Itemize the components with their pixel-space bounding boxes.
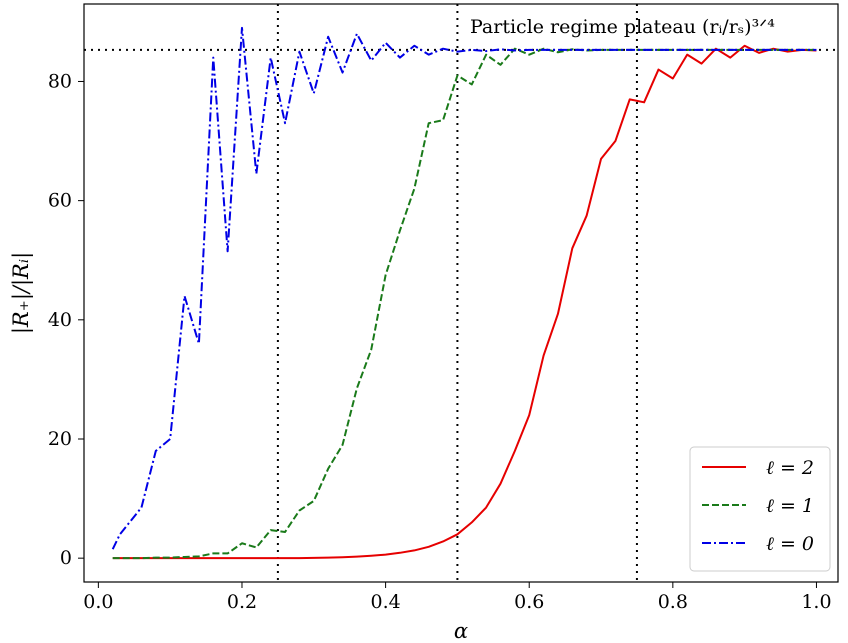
y-tick-label-0: 0	[60, 547, 72, 569]
x-tick-label-3: 0.6	[514, 591, 544, 613]
legend-label-0: ℓ = 2	[766, 457, 814, 479]
legend-box	[689, 446, 831, 572]
x-tick-label-1: 0.2	[227, 591, 257, 613]
series-lines	[111, 26, 817, 560]
x-tick-label-0: 0.0	[83, 591, 113, 613]
y-axis-ticks: 0 20 40 60 80	[48, 70, 84, 569]
series-line-2	[111, 26, 817, 550]
y-tick-label-1: 20	[48, 428, 72, 450]
y-axis-label: |R₊|/|Rᵢ|	[9, 252, 34, 334]
legend: ℓ = 2 ℓ = 1 ℓ = 0	[689, 446, 831, 572]
y-tick-label-2: 40	[48, 309, 72, 331]
series-line-0	[112, 44, 817, 560]
x-axis-ticks: 0.0 0.2 0.4 0.6 0.8 1.0	[83, 582, 832, 613]
plot-area-frame	[83, 3, 839, 583]
vertical-reference-lines	[276, 4, 638, 582]
y-tick-label-4: 80	[48, 70, 72, 92]
y-tick-label-3: 60	[48, 190, 72, 212]
x-tick-label-2: 0.4	[370, 591, 400, 613]
plateau-annotation: Particle regime plateau (rᵢ/rₛ)³ᐟ⁴	[470, 16, 775, 38]
legend-label-1: ℓ = 1	[766, 495, 814, 517]
x-tick-label-5: 1.0	[801, 591, 831, 613]
x-axis-label: α	[454, 619, 468, 643]
legend-label-2: ℓ = 0	[766, 533, 814, 555]
x-tick-label-4: 0.8	[658, 591, 688, 613]
